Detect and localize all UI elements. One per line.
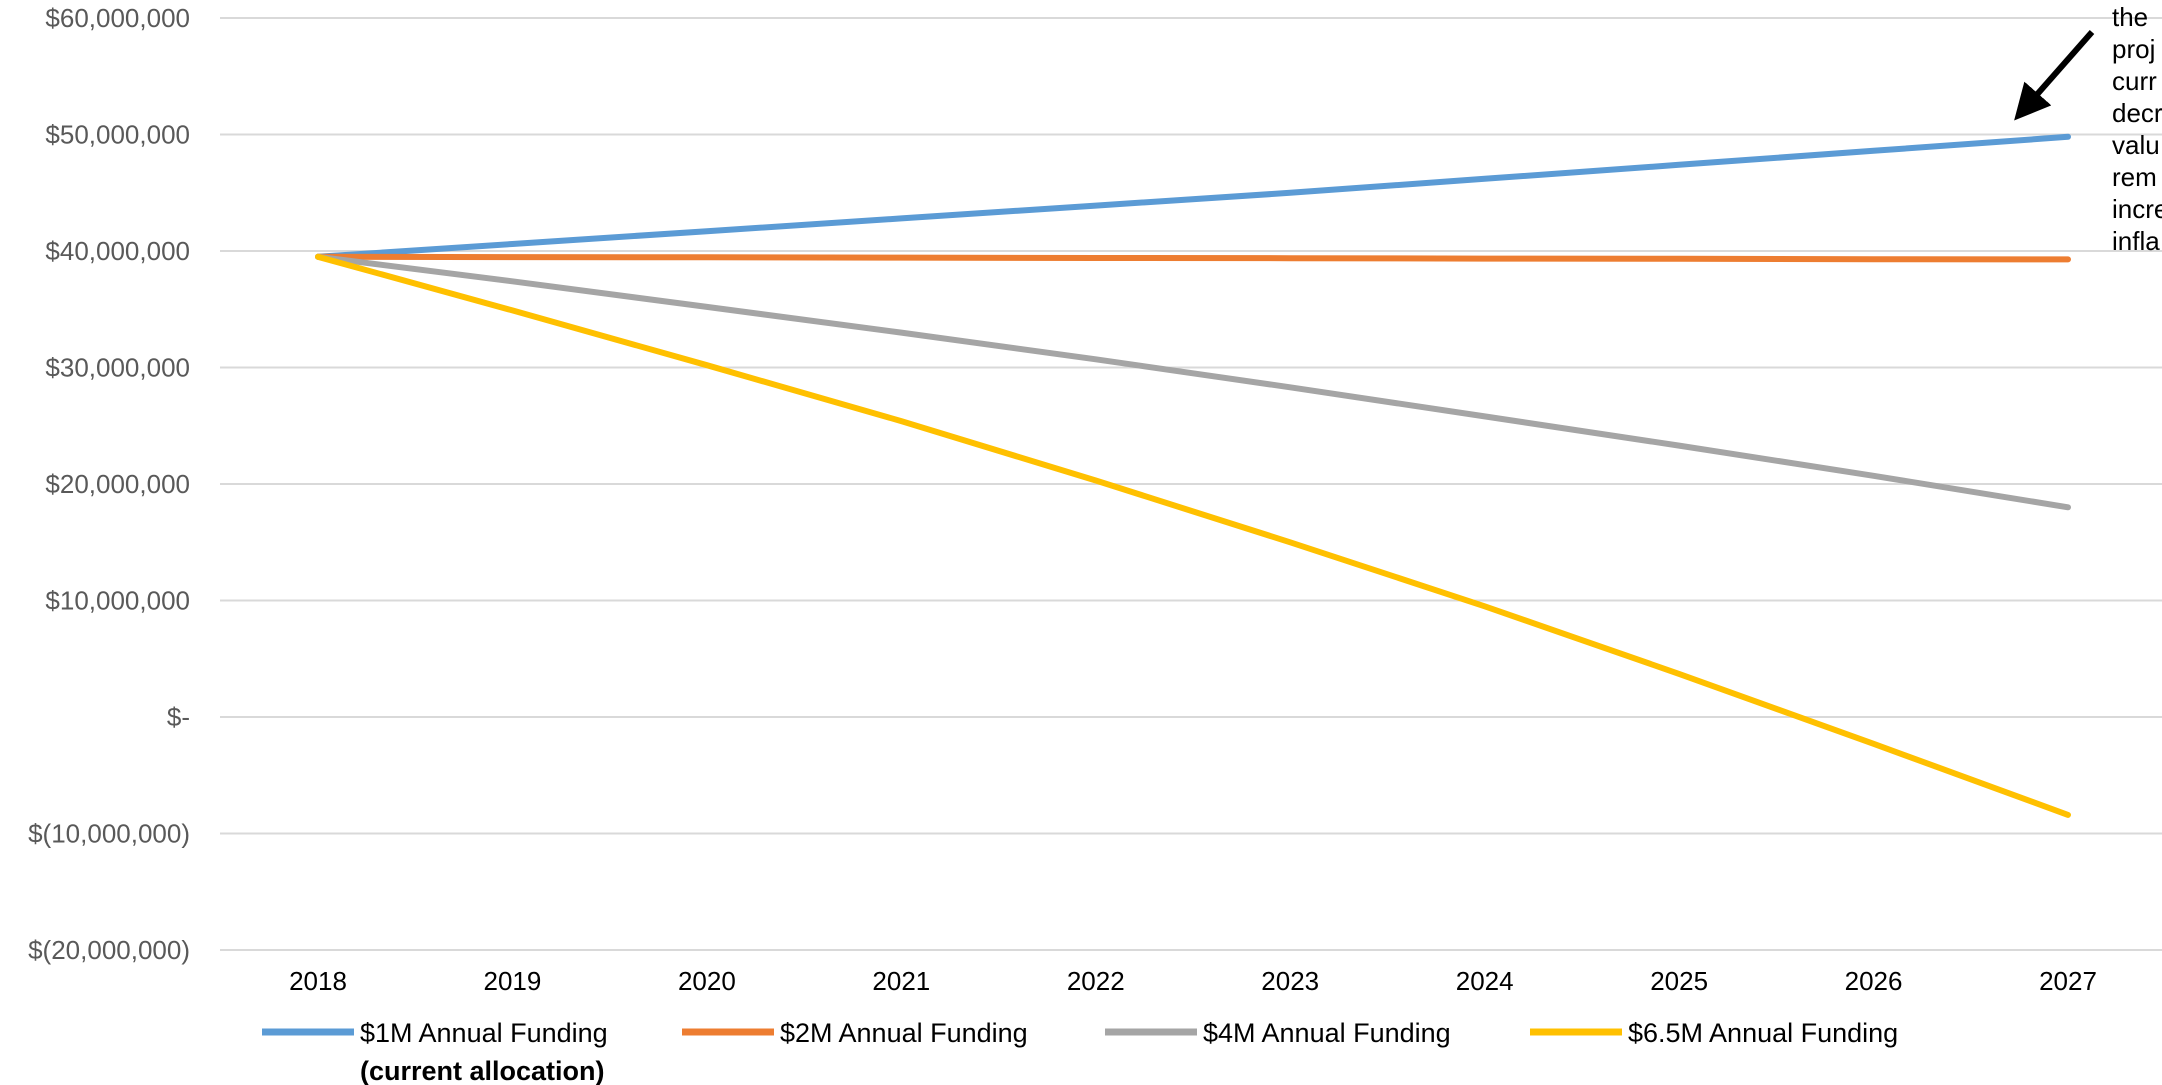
x-tick-label: 2018: [289, 966, 347, 996]
series-line-4: [315, 253, 2071, 818]
series-line-2: [315, 253, 2071, 263]
legend-sublabel: (current allocation): [360, 1056, 605, 1085]
series-line-3: [315, 253, 2071, 511]
x-axis-ticks: 2018 2019 2020 2021 2022 2023 2024 2025 2026 2027: [289, 966, 2097, 996]
y-tick-label: $(10,000,000): [28, 819, 190, 849]
y-tick-label: $-: [167, 702, 190, 732]
annotation-line: curr: [2112, 66, 2157, 96]
annotation-text: the proj curr decr valu rem incre infla: [2112, 2, 2162, 256]
y-tick-label: $10,000,000: [45, 586, 190, 616]
annotation-line: infla: [2112, 226, 2160, 256]
annotation: the proj curr decr valu rem incre infla: [2014, 2, 2162, 256]
legend-label: $2M Annual Funding: [780, 1018, 1028, 1048]
x-tick-label: 2025: [1650, 966, 1708, 996]
gridlines: [220, 17, 2162, 951]
x-tick-label: 2027: [2039, 966, 2097, 996]
x-tick-label: 2021: [872, 966, 930, 996]
y-tick-label: $60,000,000: [45, 3, 190, 33]
y-tick-label: $30,000,000: [45, 353, 190, 383]
annotation-line: incre: [2112, 194, 2162, 224]
y-tick-label: $50,000,000: [45, 120, 190, 150]
y-tick-label: $40,000,000: [45, 236, 190, 266]
legend-label: $1M Annual Funding: [360, 1018, 608, 1048]
series-line-1: [315, 133, 2071, 260]
legend: $1M Annual Funding (current allocation) $2…: [262, 1018, 1898, 1085]
y-axis-ticks: $60,000,000 $50,000,000 $40,000,000 $30,000…: [28, 3, 190, 965]
x-tick-label: 2019: [484, 966, 542, 996]
legend-label: $4M Annual Funding: [1203, 1018, 1451, 1048]
y-tick-label: $(20,000,000): [28, 935, 190, 965]
series-lines: [315, 133, 2071, 818]
annotation-line: valu: [2112, 130, 2160, 160]
x-tick-label: 2022: [1067, 966, 1125, 996]
annotation-line: proj: [2112, 34, 2155, 64]
annotation-line: decr: [2112, 98, 2162, 128]
annotation-arrow: [2014, 30, 2095, 121]
x-tick-label: 2026: [1845, 966, 1903, 996]
x-tick-label: 2024: [1456, 966, 1514, 996]
x-tick-label: 2020: [678, 966, 736, 996]
annotation-line: the: [2112, 2, 2148, 32]
legend-label: $6.5M Annual Funding: [1628, 1018, 1898, 1048]
x-tick-label: 2023: [1261, 966, 1319, 996]
annotation-line: rem: [2112, 162, 2157, 192]
y-tick-label: $20,000,000: [45, 469, 190, 499]
